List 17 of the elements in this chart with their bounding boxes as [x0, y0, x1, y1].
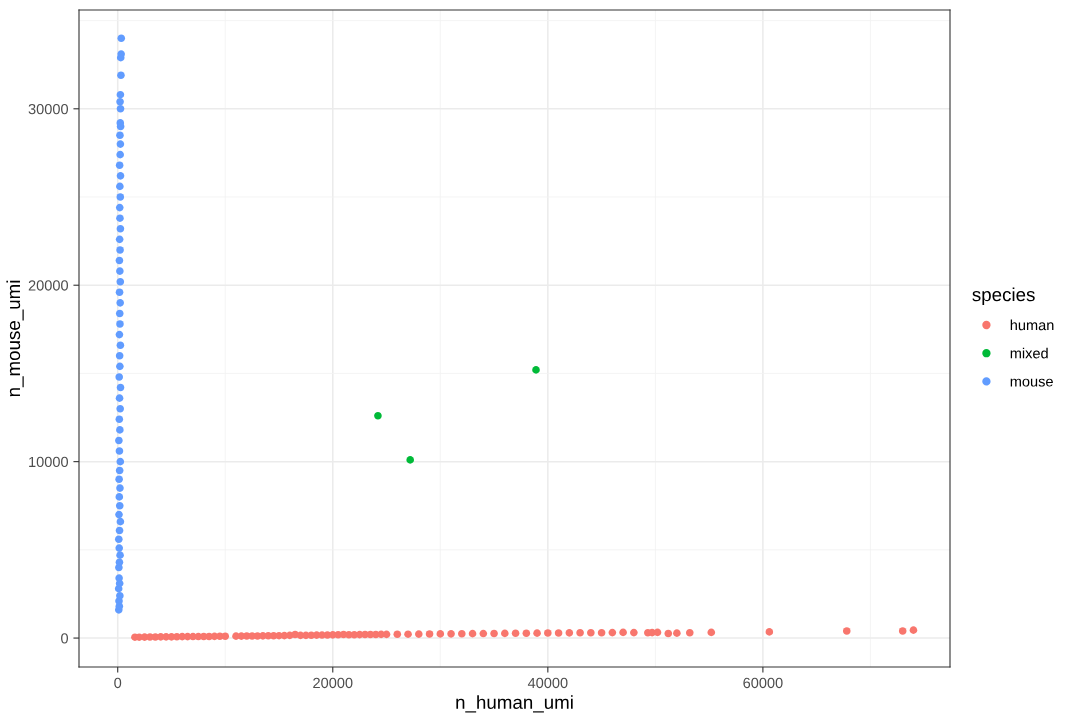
x-tick-label: 20000: [313, 677, 353, 689]
legend-label: mouse: [1010, 378, 1053, 387]
point: [532, 366, 540, 374]
y-tick-label: 0: [61, 633, 69, 644]
x-tick-label: 60000: [743, 677, 783, 689]
legend-title: species: [972, 287, 1035, 305]
y-axis-title: n_mouse_umi: [6, 280, 24, 397]
point: [374, 411, 382, 420]
x-axis-title: n_human_umi: [456, 695, 573, 713]
x-tick-label: 0: [114, 677, 122, 689]
y-tick-label: 20000: [28, 280, 69, 291]
legend-label: human: [1010, 319, 1054, 331]
y-tick-label: 10000: [29, 456, 69, 468]
legend-label: mixed: [1010, 347, 1048, 359]
y-tick-label: 30000: [28, 103, 69, 115]
point: [406, 456, 414, 464]
x-tick-label: 40000: [527, 677, 568, 689]
